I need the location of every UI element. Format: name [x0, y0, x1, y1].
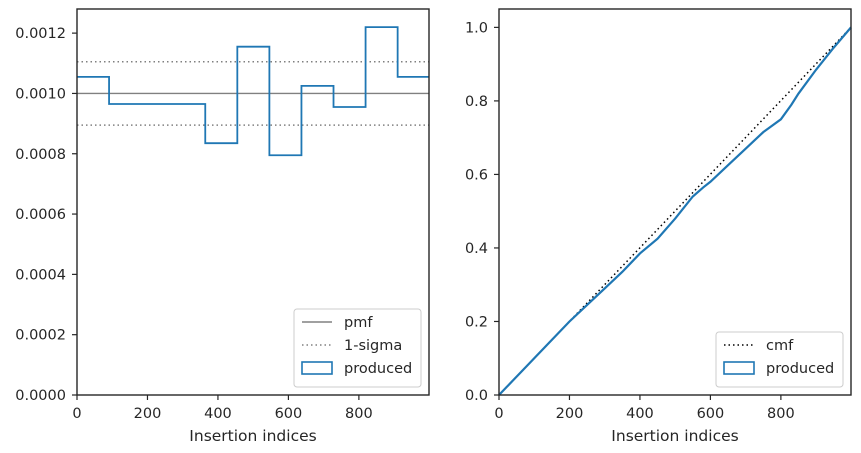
legend-label: produced: [344, 361, 412, 377]
x-tick-label: 600: [275, 406, 303, 422]
y-tick-label: 0.0012: [15, 26, 66, 42]
produced-line: [498, 26, 852, 396]
y-tick-label: 0.0006: [15, 207, 66, 223]
y-tick-label: 0.0002: [15, 328, 66, 344]
y-tick-label: 0.8: [465, 94, 488, 110]
produced-step: [77, 26, 429, 157]
axes-frame: [498, 8, 852, 396]
y-tick-label: 0.0008: [15, 147, 66, 163]
axes-frame: [76, 8, 430, 396]
x-tick-label: 0: [72, 406, 81, 422]
y-tick-label: 0.6: [465, 167, 488, 183]
x-tick-label: 0: [494, 406, 503, 422]
y-tick-label: 0.0: [465, 388, 488, 404]
y-tick-label: 1.0: [465, 20, 488, 36]
y-tick-label: 0.4: [465, 241, 488, 257]
cmf-panel: 0 200 400 600 800 0.0 0.2 0.4 0.6 0.8 1.0 Insertion…: [465, 8, 852, 445]
x-tick-label: 200: [134, 406, 162, 422]
legend-handle-box: [301, 361, 333, 375]
x-axis-label: Insertion indices: [189, 427, 316, 445]
y-tick-label: 0.0000: [15, 388, 66, 404]
x-tick-label: 400: [626, 406, 654, 422]
x-tick-label: 200: [556, 406, 584, 422]
legend-label: 1-sigma: [344, 338, 402, 354]
x-axis-label: Insertion indices: [611, 427, 738, 445]
x-tick-label: 600: [697, 406, 725, 422]
legend-box: [293, 308, 422, 388]
x-tick-label: 800: [345, 406, 373, 422]
legend-label: pmf: [344, 315, 373, 331]
legend-label: produced: [766, 361, 834, 377]
y-tick-label: 0.2: [465, 314, 488, 330]
y-tick-label: 0.0004: [15, 267, 66, 283]
x-tick-label: 400: [204, 406, 232, 422]
cmf-line: [498, 26, 852, 396]
y-tick-label: 0.0010: [15, 86, 66, 102]
legend-label: cmf: [766, 338, 794, 354]
pmf-panel: 0 200 400 600 800 0.0000 0.0002 0.0004 0.0006 0.0…: [15, 8, 430, 445]
x-tick-label: 800: [767, 406, 795, 422]
legend-handle-box: [723, 361, 755, 375]
